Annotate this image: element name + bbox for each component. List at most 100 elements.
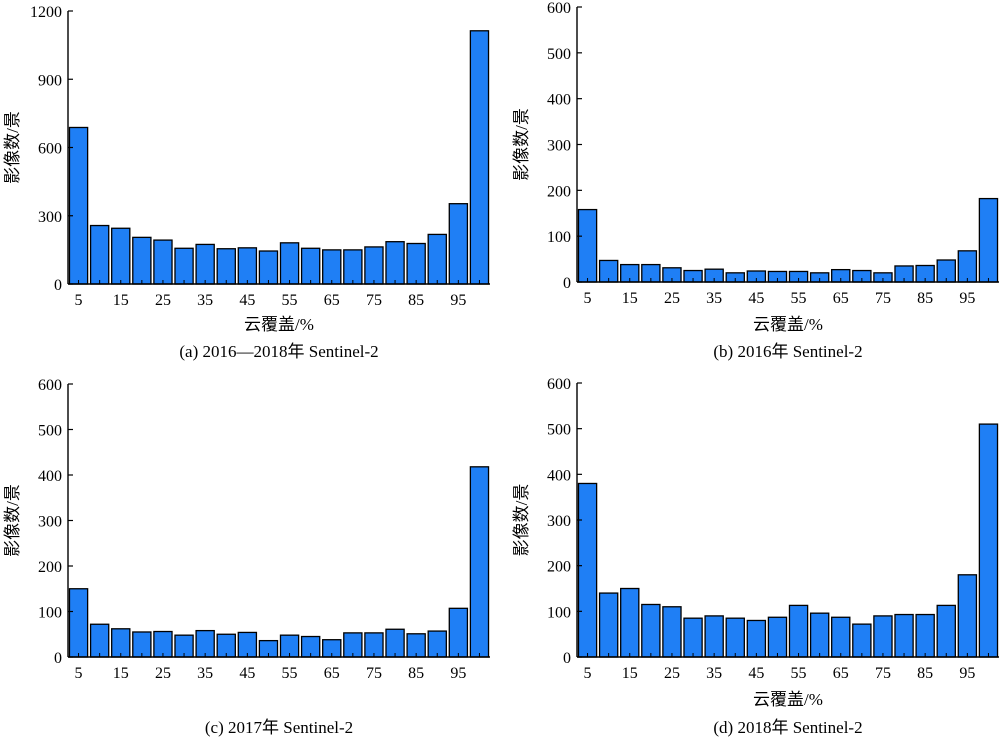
x-tick-label: 25 xyxy=(155,292,171,309)
bar xyxy=(385,241,405,285)
y-tick-label: 400 xyxy=(547,467,571,484)
bar xyxy=(364,246,384,285)
bar xyxy=(448,203,469,285)
x-tick-label: 65 xyxy=(324,292,340,309)
bar xyxy=(322,249,342,285)
bar xyxy=(216,248,236,285)
bar xyxy=(852,623,872,658)
bar xyxy=(620,587,640,658)
x-tick-label: 55 xyxy=(282,665,298,682)
panel-b: 0 100 200 300 400 500 600 5 15 25 35 45 55 65 75 85 95 云覆… xyxy=(512,0,999,361)
x-tick-label: 55 xyxy=(791,665,807,682)
bar xyxy=(89,224,110,285)
x-tick-label: 25 xyxy=(155,665,171,682)
bar xyxy=(598,592,619,658)
x-tick-label: 5 xyxy=(75,665,83,682)
x-tick-label: 35 xyxy=(197,292,213,309)
panel-a: 0 300 600 900 1200 5 15 25 35 45 55 65 75 85 95 云覆盖/% 影像… xyxy=(3,4,490,361)
y-tick-label: 500 xyxy=(547,46,571,63)
bar xyxy=(577,482,598,658)
y-axis-label: 影像数/景 xyxy=(3,484,22,557)
y-tick-label: 300 xyxy=(38,514,62,531)
x-tick-label: 95 xyxy=(959,665,975,682)
x-tick-label: 35 xyxy=(706,665,722,682)
y-tick-label: 200 xyxy=(38,559,62,576)
x-tick-label: 95 xyxy=(450,665,466,682)
x-tick-label: 35 xyxy=(706,290,722,307)
bar xyxy=(195,243,215,285)
bar xyxy=(725,617,745,658)
y-axis-label: 影像数/景 xyxy=(3,111,22,184)
y-tick-label: 200 xyxy=(547,559,571,576)
bar xyxy=(448,607,469,658)
x-tick-label: 15 xyxy=(113,665,129,682)
bar xyxy=(469,466,490,658)
panel-c: 0 100 200 300 400 500 600 5 15 25 35 45 55 65 75 85 95 影像… xyxy=(3,377,490,737)
bar xyxy=(662,606,682,658)
bar xyxy=(894,613,914,658)
x-tick-label: 95 xyxy=(959,290,975,307)
x-tick-label: 25 xyxy=(664,665,680,682)
panel-caption: (a) 2016—2018年 Sentinel-2 xyxy=(179,342,378,361)
y-tick-label: 0 xyxy=(563,650,571,667)
y-axis-label: 影像数/景 xyxy=(512,108,531,181)
y-tick-label: 600 xyxy=(38,141,62,158)
bar xyxy=(279,242,300,285)
y-tick-label: 1200 xyxy=(30,4,62,21)
x-tick-label: 55 xyxy=(791,290,807,307)
y-tick-label: 400 xyxy=(38,468,62,485)
bar xyxy=(89,623,110,658)
x-tick-label: 5 xyxy=(584,290,592,307)
y-tick-label: 200 xyxy=(547,183,571,200)
x-tick-label: 45 xyxy=(748,290,764,307)
x-axis-label: 云覆盖/% xyxy=(753,315,823,334)
y-tick-label: 300 xyxy=(547,513,571,530)
bar xyxy=(174,247,194,285)
x-tick-label: 65 xyxy=(324,665,340,682)
x-tick-label: 45 xyxy=(748,665,764,682)
bar xyxy=(406,242,426,285)
bar xyxy=(683,617,703,658)
y-tick-label: 0 xyxy=(563,275,571,292)
y-tick-label: 600 xyxy=(38,377,62,394)
x-tick-label: 15 xyxy=(622,290,638,307)
x-tick-label: 5 xyxy=(75,292,83,309)
bar xyxy=(300,247,321,285)
x-tick-label: 75 xyxy=(875,665,891,682)
y-axis-label: 影像数/景 xyxy=(512,484,531,557)
bar xyxy=(132,236,152,285)
bar xyxy=(978,197,999,283)
y-tick-label: 400 xyxy=(547,92,571,109)
bar xyxy=(957,250,978,283)
y-tick-label: 100 xyxy=(547,229,571,246)
panel-caption: (c) 2017年 Sentinel-2 xyxy=(205,718,353,737)
x-tick-label: 75 xyxy=(366,665,382,682)
bar xyxy=(153,239,173,285)
panel-caption: (b) 2016年 Sentinel-2 xyxy=(713,342,862,361)
bar xyxy=(915,613,935,658)
y-tick-label: 500 xyxy=(547,422,571,439)
y-tick-label: 100 xyxy=(38,605,62,622)
bar xyxy=(641,603,661,658)
x-tick-label: 45 xyxy=(239,665,255,682)
x-axis-label: 云覆盖/% xyxy=(244,315,314,334)
x-tick-label: 5 xyxy=(584,665,592,682)
bar xyxy=(767,616,788,658)
x-tick-label: 15 xyxy=(622,665,638,682)
x-tick-label: 25 xyxy=(664,290,680,307)
y-tick-label: 100 xyxy=(547,604,571,621)
y-tick-label: 900 xyxy=(38,72,62,89)
x-tick-label: 75 xyxy=(875,290,891,307)
x-tick-label: 85 xyxy=(917,665,933,682)
bar xyxy=(704,615,724,658)
bar xyxy=(469,30,490,285)
x-tick-label: 45 xyxy=(239,292,255,309)
bar xyxy=(343,249,363,285)
bar xyxy=(427,233,447,285)
y-tick-label: 300 xyxy=(38,209,62,226)
bar xyxy=(957,574,978,658)
bar xyxy=(258,250,279,285)
bar xyxy=(68,126,89,285)
bar xyxy=(68,588,89,658)
